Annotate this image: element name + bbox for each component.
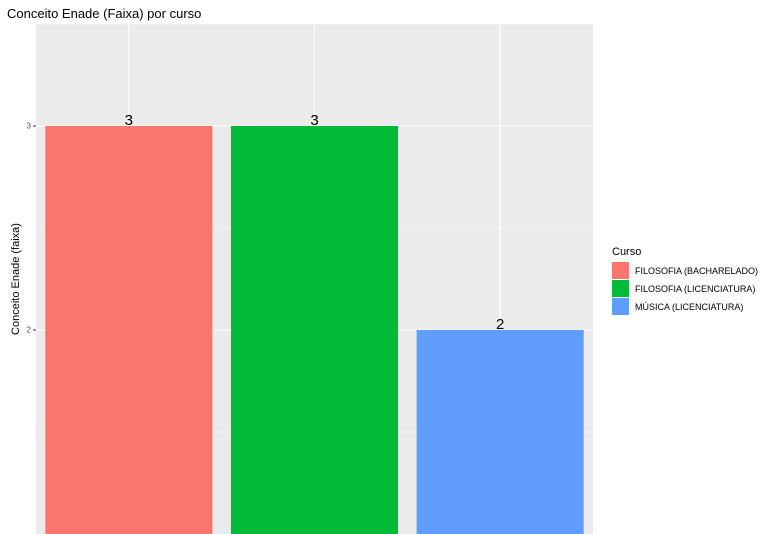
bar (230, 126, 399, 534)
legend-label: MÚSICA (LICENCIATURA) (635, 302, 743, 312)
bar (416, 330, 584, 534)
legend-label: FILOSOFIA (BACHARELADO) (635, 266, 758, 276)
legend-key (612, 298, 629, 315)
legend-label: FILOSOFIA (LICENCIATURA) (635, 284, 755, 294)
y-axis: 23 (27, 122, 36, 335)
legend-title: Curso (612, 246, 641, 258)
legend: Curso FILOSOFIA (BACHARELADO)FILOSOFIA (… (612, 246, 758, 315)
legend-key (612, 280, 629, 297)
bar-value-label: 3 (310, 112, 318, 129)
bars (45, 126, 584, 534)
legend-key (612, 262, 629, 279)
y-tick-label: 2 (27, 326, 32, 335)
bar-value-label: 3 (125, 112, 133, 129)
bar (45, 126, 213, 534)
y-tick-label: 3 (27, 122, 32, 131)
chart-title: Conceito Enade (Faixa) por curso (7, 6, 201, 21)
y-axis-title: Conceito Enade (faixa) (10, 223, 22, 335)
legend-items: FILOSOFIA (BACHARELADO) FILOSOFIA (LICENC… (612, 262, 758, 315)
data-labels: 3 3 2 (125, 112, 505, 333)
bar-value-label: 2 (496, 316, 504, 333)
